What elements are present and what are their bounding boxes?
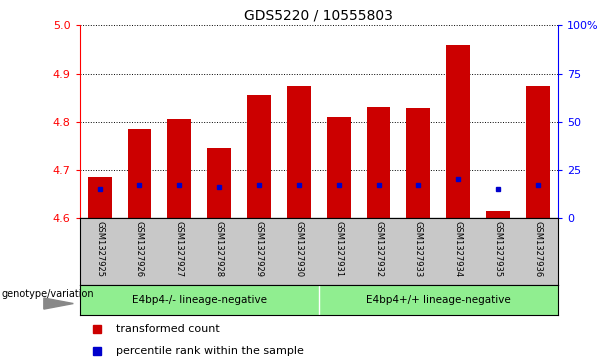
- Text: GSM1327931: GSM1327931: [334, 221, 343, 277]
- Polygon shape: [44, 298, 74, 309]
- Bar: [327, 117, 351, 218]
- Bar: [207, 148, 231, 218]
- Text: GSM1327935: GSM1327935: [493, 221, 503, 277]
- Text: E4bp4-/- lineage-negative: E4bp4-/- lineage-negative: [132, 295, 267, 305]
- Bar: [486, 211, 510, 218]
- Bar: [406, 108, 430, 218]
- Bar: [446, 45, 470, 218]
- Bar: [287, 86, 311, 218]
- Text: transformed count: transformed count: [116, 324, 219, 334]
- Text: GSM1327933: GSM1327933: [414, 221, 423, 277]
- Text: GSM1327925: GSM1327925: [95, 221, 104, 277]
- Text: GSM1327936: GSM1327936: [533, 221, 543, 277]
- Title: GDS5220 / 10555803: GDS5220 / 10555803: [245, 9, 393, 23]
- Text: GSM1327926: GSM1327926: [135, 221, 144, 277]
- Bar: [167, 119, 191, 218]
- Text: GSM1327928: GSM1327928: [215, 221, 224, 277]
- Bar: [128, 129, 151, 218]
- Text: genotype/variation: genotype/variation: [2, 289, 94, 299]
- Bar: [247, 95, 271, 218]
- Bar: [367, 107, 390, 218]
- Text: percentile rank within the sample: percentile rank within the sample: [116, 346, 303, 356]
- Text: GSM1327932: GSM1327932: [374, 221, 383, 277]
- Bar: [526, 86, 550, 218]
- Text: GSM1327927: GSM1327927: [175, 221, 184, 277]
- Text: GSM1327929: GSM1327929: [254, 221, 264, 277]
- Text: E4bp4+/+ lineage-negative: E4bp4+/+ lineage-negative: [366, 295, 511, 305]
- Text: GSM1327930: GSM1327930: [294, 221, 303, 277]
- Text: GSM1327934: GSM1327934: [454, 221, 463, 277]
- Bar: [88, 177, 112, 218]
